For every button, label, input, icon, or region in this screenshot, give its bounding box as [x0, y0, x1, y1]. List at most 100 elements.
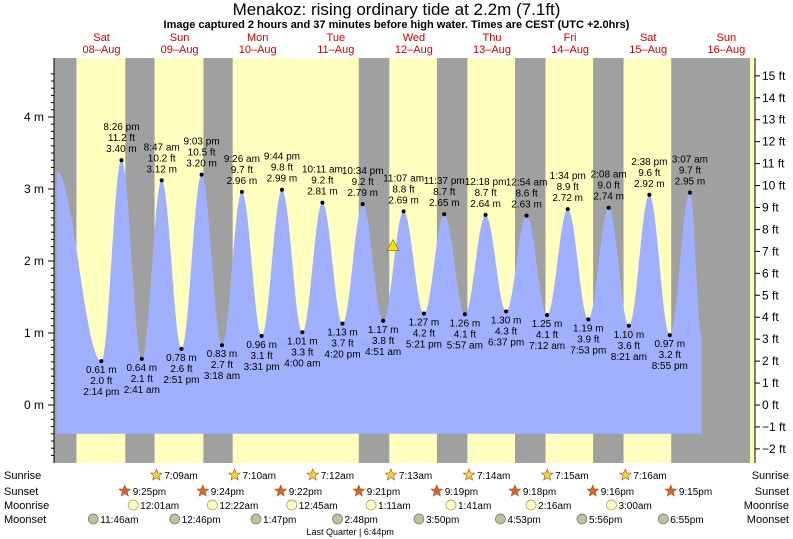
moonrise-icon [365, 499, 377, 511]
low-tide-label: 3.9 ft [577, 334, 599, 345]
moon-phase-label: Last Quarter | 6:44pm [307, 527, 394, 537]
sunrise-time: 7:16am [633, 471, 666, 482]
low-tide-label: 4.3 ft [495, 326, 517, 337]
low-tide-label: 4.1 ft [454, 329, 476, 340]
day-name: Sun [717, 32, 737, 44]
day-date: 15–Aug [629, 44, 667, 56]
sunrise-time: 7:15am [555, 471, 588, 482]
day-date: 12–Aug [395, 44, 433, 56]
day-name: Mon [247, 32, 268, 44]
high-tide-label: 9.7 ft [231, 165, 253, 176]
high-tide-point [159, 178, 164, 183]
moonset-time: 12:46pm [182, 515, 221, 526]
moonset-icon [657, 513, 669, 525]
day-date: 16–Aug [707, 44, 745, 56]
low-tide-point [421, 311, 426, 316]
low-tide-label: 3:31 pm [244, 362, 280, 373]
moonrise-time: 1:41am [458, 501, 491, 512]
moonrise-time: 3:00am [618, 501, 651, 512]
low-tide-label: 2:14 pm [83, 387, 119, 398]
high-tide-label: 10:11 am [302, 165, 343, 176]
moonrise-icon [525, 499, 537, 511]
low-tide-label: 8:21 am [611, 352, 647, 363]
high-tide-label: 10.2 ft [148, 153, 176, 164]
sunset-icon [196, 484, 210, 497]
moonrise-icon [127, 499, 139, 511]
low-tide-label: 5:57 am [447, 340, 483, 351]
low-tide-label: 2.1 ft [131, 374, 153, 385]
high-tide-label: 9:44 pm [264, 152, 300, 163]
moonrise-time: 2:16am [538, 501, 571, 512]
chart-subtitle: Image captured 2 hours and 37 minutes be… [163, 19, 630, 31]
sunrise-icon [462, 468, 476, 481]
moonset-icon [413, 513, 425, 525]
right-tick-label: 2 ft [762, 354, 779, 368]
low-tide-label: 3.8 ft [372, 336, 394, 347]
sunset-row-label: Sunset [4, 486, 38, 498]
low-tide-point [340, 321, 345, 326]
low-tide-point [462, 312, 467, 317]
high-tide-label: 2.99 m [267, 174, 298, 185]
right-tick-label: 3 ft [762, 332, 779, 346]
moonrise-row-label-right: Moonrise [744, 500, 789, 512]
low-tide-label: 3.1 ft [251, 351, 273, 362]
low-tide-label: 2.7 ft [211, 360, 233, 371]
high-tide-label: 2.69 m [388, 195, 419, 206]
high-tide-label: 10.5 ft [188, 148, 216, 159]
moonrise-row-label: Moonrise [4, 500, 49, 512]
day-name: Thu [483, 32, 502, 44]
right-tick-label: 5 ft [762, 288, 779, 302]
low-tide-point [219, 343, 224, 348]
high-tide-label: 2:38 pm [631, 157, 667, 168]
low-tide-label: 2:51 pm [163, 375, 199, 386]
left-tick-label: 0 m [24, 398, 44, 412]
low-tide-label: 1.30 m [491, 315, 522, 326]
high-tide-point [199, 172, 204, 177]
moonrise-time: 12:45am [299, 501, 338, 512]
moonrise-icon [286, 499, 298, 511]
right-tick-label: 9 ft [762, 200, 779, 214]
low-tide-label: 2:41 am [124, 385, 160, 396]
low-tide-label: 7:12 am [529, 341, 565, 352]
high-tide-point [119, 158, 124, 163]
moonrise-icon [207, 499, 218, 511]
low-tide-label: 3.7 ft [331, 339, 353, 350]
high-tide-label: 3.20 m [186, 159, 217, 170]
high-tide-label: 8.7 ft [474, 188, 496, 199]
sunset-time: 9:19pm [445, 487, 478, 498]
high-tide-label: 12:18 pm [465, 177, 507, 188]
moonrise-time: 12:01am [140, 501, 179, 512]
low-tide-label: 4:51 am [365, 347, 401, 358]
low-tide-label: 1.13 m [327, 328, 358, 339]
low-tide-label: 1.10 m [614, 330, 645, 341]
low-tide-label: 0.97 m [655, 339, 686, 350]
moonset-icon [250, 513, 262, 525]
high-tide-label: 1:34 pm [550, 171, 586, 182]
high-tide-point [565, 207, 570, 212]
sunrise-icon [618, 468, 632, 481]
sunrise-icon [540, 468, 554, 481]
low-tide-point [545, 313, 550, 317]
low-tide-label: 1.01 m [287, 336, 318, 347]
sunset-icon [664, 484, 678, 497]
moonset-icon [332, 513, 343, 525]
sunrise-time: 7:09am [164, 471, 197, 482]
low-tide-point [381, 318, 386, 323]
high-tide-label: 9.2 ft [311, 176, 333, 187]
low-tide-label: 4.2 ft [413, 329, 435, 340]
moonrise-time: 12:22am [219, 501, 258, 512]
high-tide-label: 2.79 m [347, 188, 378, 199]
low-tide-label: 2.0 ft [90, 376, 112, 387]
low-tide-label: 1.19 m [573, 323, 604, 334]
day-date: 14–Aug [551, 44, 589, 56]
sunset-time: 9:24pm [211, 487, 244, 498]
moonset-time: 5:56pm [589, 515, 622, 526]
low-tide-label: 3:18 am [204, 371, 240, 382]
low-tide-label: 3.3 ft [291, 347, 313, 358]
sunrise-time: 7:14am [477, 471, 510, 482]
high-tide-label: 12:54 am [506, 178, 548, 189]
sunrise-time: 7:13am [399, 471, 432, 482]
high-tide-label: 2.74 m [593, 192, 624, 203]
high-tide-label: 2.81 m [307, 187, 338, 198]
